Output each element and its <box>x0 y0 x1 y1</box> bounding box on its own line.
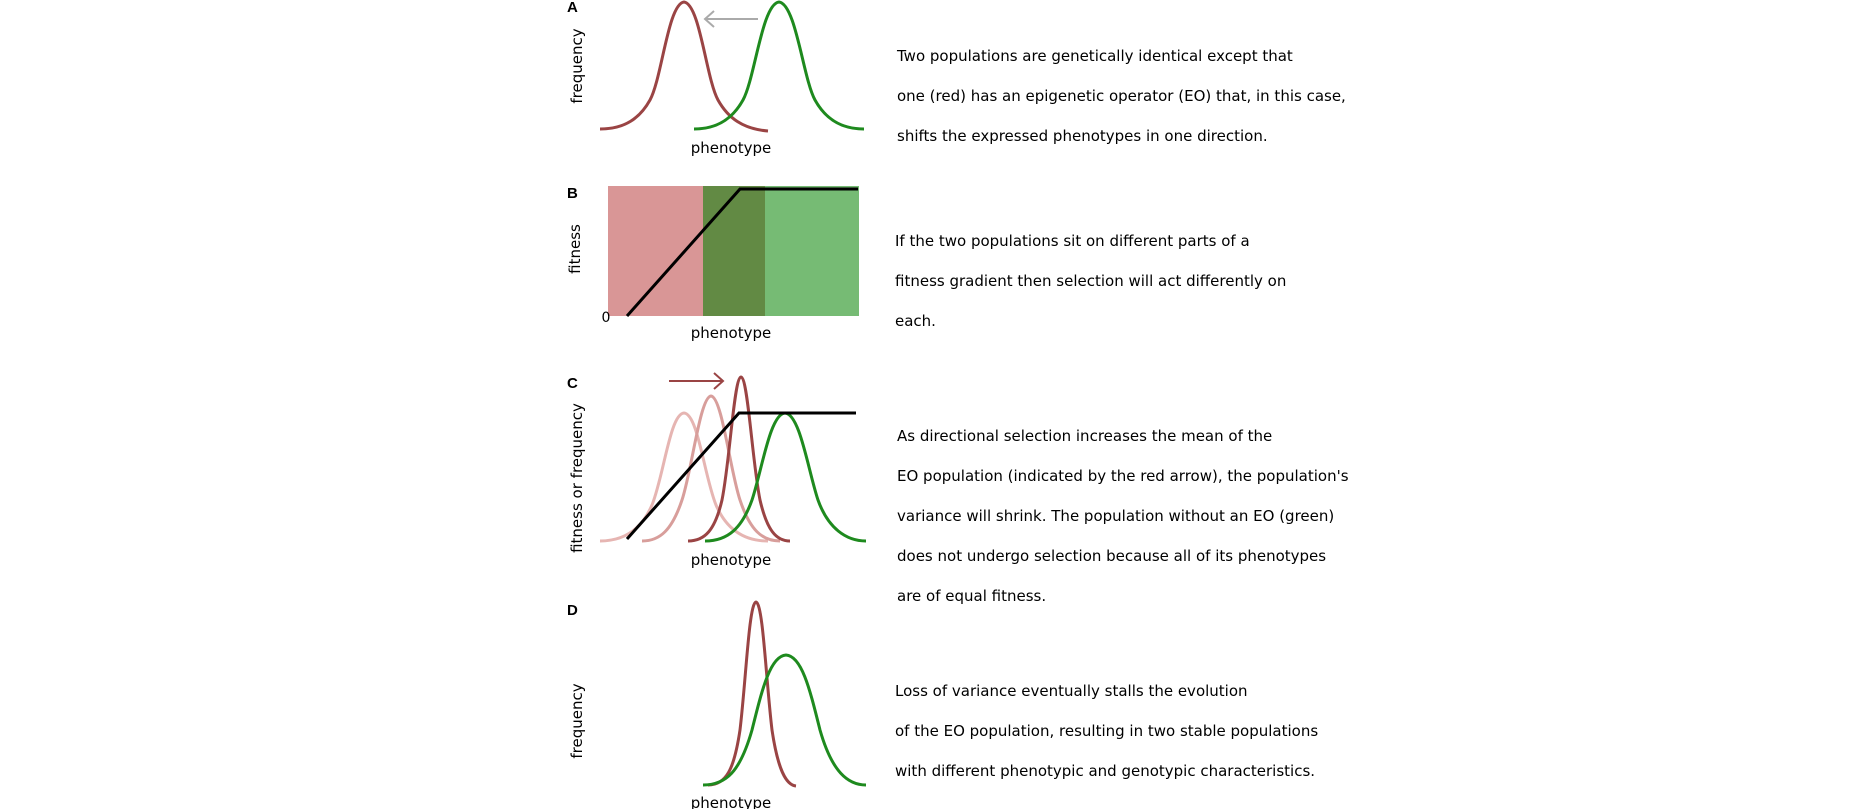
caption-line: Loss of variance eventually stalls the e… <box>895 682 1248 700</box>
panel-d-green-curve <box>702 653 867 787</box>
panel-c-green-curve <box>704 411 867 543</box>
panel-c-y-axis-label: fitness or frequency <box>568 403 586 553</box>
panel-a-letter: A <box>567 0 578 16</box>
caption-line: variance will shrink. The population wit… <box>897 507 1335 525</box>
panel-c-letter: C <box>567 375 578 392</box>
panel-b-letter: B <box>567 185 578 202</box>
caption-line: Two populations are genetically identica… <box>897 47 1293 65</box>
caption-line: If the two populations sit on different … <box>895 232 1250 250</box>
panel-b-fitness-line <box>625 187 858 317</box>
panel-c-selection-arrow-head <box>713 372 725 390</box>
caption-line: does not undergo selection because all o… <box>897 547 1327 565</box>
panel-a-red-curve <box>599 0 769 133</box>
panel-a-shift-arrow-head <box>703 10 715 28</box>
panel-d-caption: Loss of variance eventually stalls the e… <box>895 661 1318 801</box>
caption-line: each. <box>895 312 936 330</box>
panel-a-green-curve <box>693 0 865 131</box>
caption-line: EO population (indicated by the red arro… <box>897 467 1349 485</box>
caption-line: As directional selection increases the m… <box>897 427 1273 445</box>
panel-d-letter: D <box>567 602 578 619</box>
panel-d-x-axis-label: phenotype <box>691 794 771 809</box>
caption-line: fitness gradient then selection will act… <box>895 272 1287 290</box>
panel-c: C fitness or frequency phenotype <box>567 372 867 569</box>
panel-c-x-axis-label: phenotype <box>691 551 771 569</box>
panel-b: B fitness 0 phenotype <box>566 185 859 342</box>
panel-d: D frequency phenotype <box>567 600 867 809</box>
panel-b-zone-dark-green <box>703 186 765 316</box>
caption-line: one (red) has an epigenetic operator (EO… <box>897 87 1346 105</box>
panel-a-x-axis-label: phenotype <box>691 139 771 157</box>
panel-b-y-axis-label: fitness <box>566 224 584 274</box>
panel-b-zone-red <box>608 186 703 316</box>
panel-b-origin-label: 0 <box>602 310 611 326</box>
panel-c-caption: As directional selection increases the m… <box>897 406 1349 626</box>
panel-a-caption: Two populations are genetically identica… <box>897 26 1346 166</box>
panel-b-zone-light-green <box>765 186 859 316</box>
caption-line: are of equal fitness. <box>897 587 1047 605</box>
caption-line: shifts the expressed phenotypes in one d… <box>897 127 1268 145</box>
panel-d-y-axis-label: frequency <box>568 683 586 758</box>
panel-a-y-axis-label: frequency <box>568 28 586 103</box>
panel-b-caption: If the two populations sit on different … <box>895 211 1286 351</box>
panel-b-x-axis-label: phenotype <box>691 324 771 342</box>
caption-line: of the EO population, resulting in two s… <box>895 722 1319 740</box>
panel-d-red-curve <box>707 600 797 788</box>
panel-a: A frequency phenotype <box>567 0 865 157</box>
caption-line: with different phenotypic and genotypic … <box>895 762 1316 780</box>
panel-c-fitness-line <box>625 411 856 540</box>
panel-c-red-curve-intermediate <box>641 394 781 543</box>
panel-c-red-curve-selected <box>687 375 791 543</box>
